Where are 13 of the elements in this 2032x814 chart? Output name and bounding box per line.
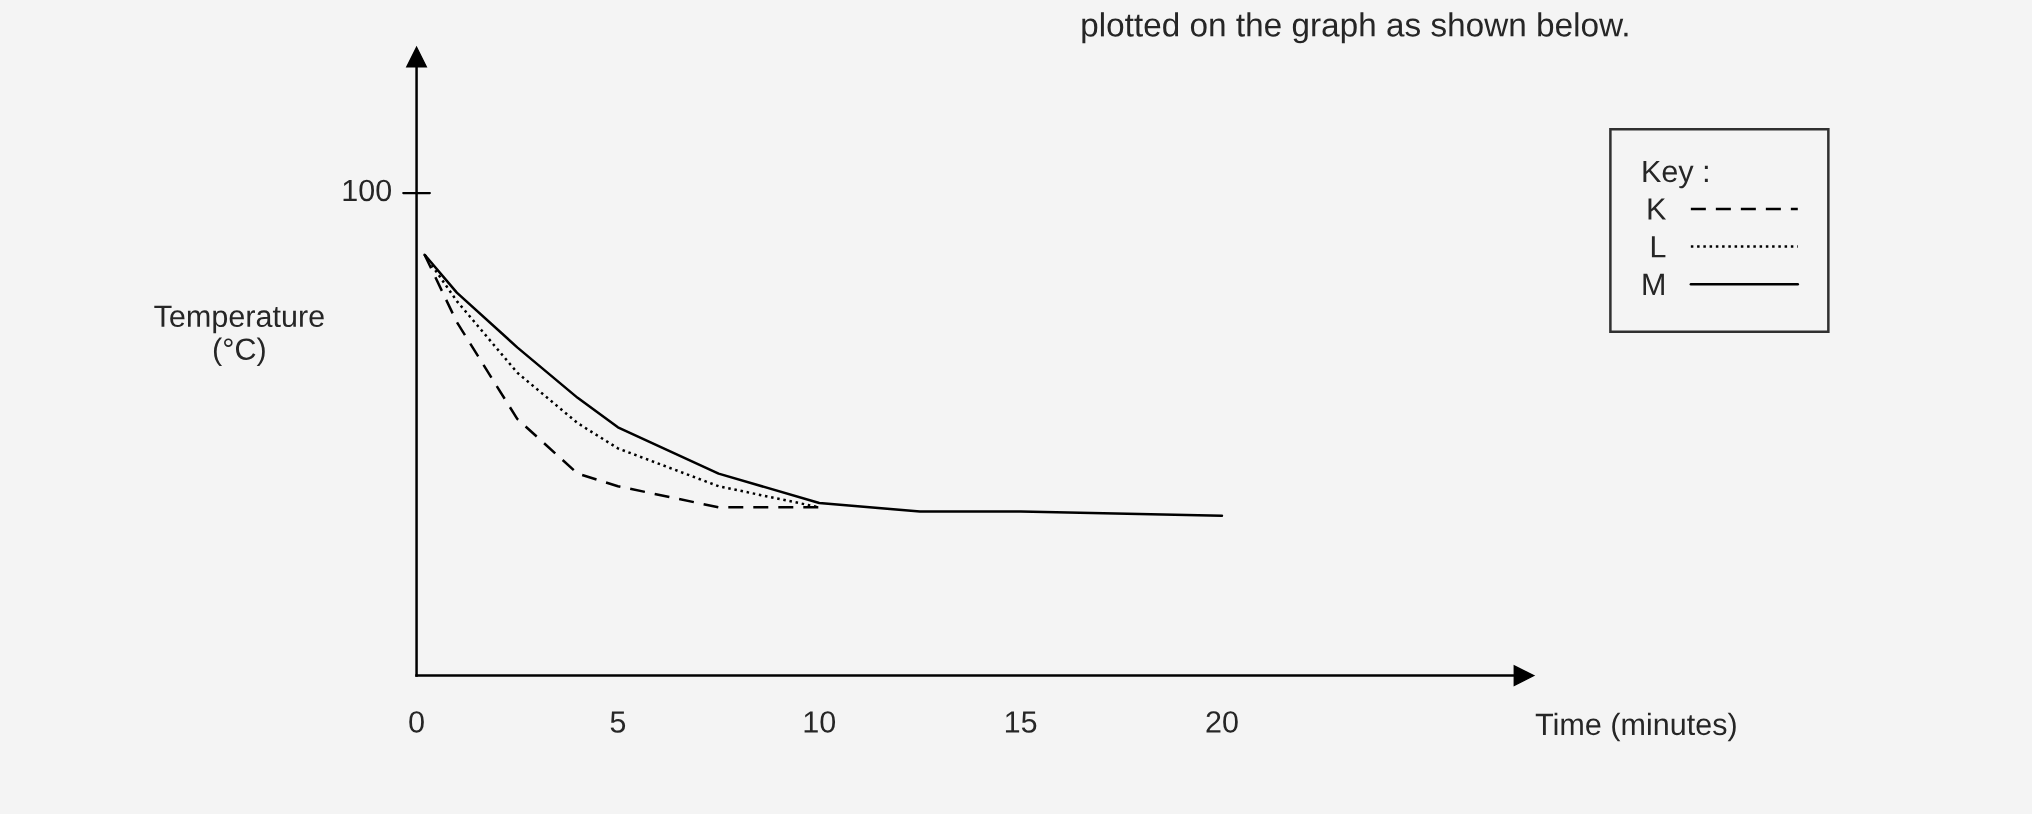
x-tick-label: 15 bbox=[1005, 711, 1037, 733]
x-axis-title: Time (minutes) bbox=[1535, 712, 1736, 742]
text: 100 bbox=[343, 179, 392, 202]
x-tick-label: 20 bbox=[1206, 711, 1238, 733]
chart-title: plotted on the graph as shown below. bbox=[1082, 12, 1628, 44]
legend-label: M bbox=[1643, 273, 1664, 295]
x-tick-label: 0 bbox=[409, 711, 424, 733]
x-tick-label: 5 bbox=[610, 711, 626, 733]
y-axis-title: Temperature (°C) bbox=[154, 305, 324, 367]
legend-title: Key : bbox=[1643, 160, 1708, 189]
legend-label: K bbox=[1648, 198, 1667, 220]
legend-label: L bbox=[1651, 236, 1666, 258]
x-tick-label: 10 bbox=[804, 711, 836, 733]
